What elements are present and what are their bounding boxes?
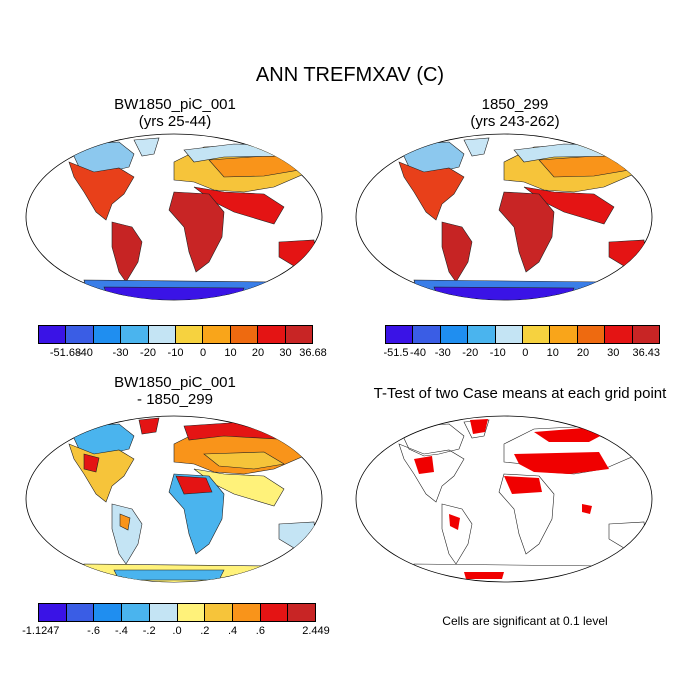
panel-2-title: 1850_299 (yrs 243-262): [380, 96, 650, 130]
tick-label: -10: [489, 347, 506, 359]
panel-3-colorbar-ticks: -1.1247 -.6 -.4 -.2 .0 .2 .4 .6 2.449: [22, 625, 330, 639]
panel-1-colorbar: [38, 325, 313, 344]
panel-3-title-line1: BW1850_piC_001: [114, 374, 236, 391]
colorbar-swatch: [177, 604, 206, 621]
panel-3-title: BW1850_piC_001 - 1850_299: [40, 374, 310, 408]
tick-label: -51.68: [49, 347, 82, 359]
tick-label: 0: [522, 347, 529, 359]
tick-label: -.4: [114, 625, 128, 637]
tick-label: -1.1247: [22, 625, 60, 637]
panel-2-map: [355, 133, 653, 301]
colorbar-swatch: [230, 326, 259, 343]
panel-4-title: T-Test of two Case means at each grid po…: [355, 385, 685, 402]
tick-label: -30: [434, 347, 451, 359]
tick-label: 10: [546, 347, 559, 359]
tick-label: -20: [140, 347, 156, 359]
panel-3-map: [25, 415, 323, 583]
colorbar-swatch: [550, 326, 578, 343]
colorbar-swatch: [413, 326, 441, 343]
panel-3-colorbar: [38, 603, 316, 622]
panel-2-colorbar: [385, 325, 660, 344]
figure-title: ANN TREFMXAV (C): [255, 64, 445, 86]
panel-2-title-line2: (yrs 243-262): [470, 113, 560, 130]
colorbar-swatch: [260, 604, 289, 621]
colorbar-swatch: [122, 604, 150, 621]
tick-label: -40: [410, 347, 426, 359]
tick-label: 2.449: [302, 625, 330, 637]
tick-label: 30: [279, 347, 292, 359]
tick-label: .6: [255, 625, 265, 637]
panel-1-title-line1: BW1850_piC_001: [114, 96, 236, 113]
colorbar-swatch: [440, 326, 469, 343]
colorbar-swatch: [176, 326, 204, 343]
tick-label: -40: [76, 347, 93, 359]
panel-4-map: [355, 415, 653, 583]
tick-label: -30: [112, 347, 129, 359]
tick-label: 20: [251, 347, 265, 359]
colorbar-swatch: [66, 326, 94, 343]
colorbar-swatch: [66, 604, 95, 621]
panel-1-map: [25, 133, 323, 301]
tick-label: -.2: [142, 625, 156, 637]
colorbar-swatch: [577, 326, 606, 343]
colorbar-swatch: [523, 326, 551, 343]
tick-label: .2: [200, 625, 210, 637]
colorbar-swatch: [205, 604, 233, 621]
colorbar-swatch: [605, 326, 633, 343]
tick-label: -.6: [87, 625, 101, 637]
colorbar-swatch: [288, 604, 316, 621]
colorbar-swatch: [203, 326, 231, 343]
colorbar-swatch: [39, 604, 67, 621]
colorbar-swatch: [148, 326, 177, 343]
colorbar-swatch: [285, 326, 313, 343]
tick-label: -20: [462, 347, 479, 359]
colorbar-swatch: [495, 326, 524, 343]
tick-label: 10: [224, 347, 237, 359]
tick-label: .4: [228, 625, 238, 637]
tick-label: 30: [607, 347, 620, 359]
tick-label: -10: [167, 347, 184, 359]
panel-1-title-line2: (yrs 25-44): [138, 113, 212, 130]
colorbar-swatch: [232, 604, 261, 621]
tick-label: 20: [576, 347, 590, 359]
colorbar-swatch: [468, 326, 496, 343]
colorbar-swatch: [94, 604, 123, 621]
tick-label: 0: [199, 347, 207, 359]
colorbar-swatch: [632, 326, 660, 343]
colorbar-swatch: [39, 326, 67, 343]
panel-3-title-line2: - 1850_299: [137, 391, 213, 408]
tick-label: .0: [172, 625, 182, 637]
colorbar-swatch: [258, 326, 286, 343]
colorbar-swatch: [121, 326, 149, 343]
panel-2-title-line1: 1850_299: [481, 96, 549, 113]
colorbar-swatch: [93, 326, 122, 343]
panel-1-colorbar-ticks: -51.68 -40 -30 -20 -10 0 10 20 30 36.68: [38, 347, 327, 361]
significance-note: Cells are significant at 0.1 level: [442, 614, 608, 628]
panel-1-title: BW1850_piC_001 (yrs 25-44): [40, 96, 310, 130]
panel-2-colorbar-ticks: -51.5 -40 -30 -20 -10 0 10 20 30 36.43: [383, 347, 661, 361]
colorbar-swatch: [149, 604, 178, 621]
colorbar-swatch: [386, 326, 414, 343]
tick-label: 36.68: [299, 347, 327, 359]
tick-label: 36.43: [632, 347, 661, 359]
tick-label: -51.5: [383, 347, 409, 359]
panel-4-title-line1: T-Test of two Case means at each grid po…: [373, 385, 667, 402]
